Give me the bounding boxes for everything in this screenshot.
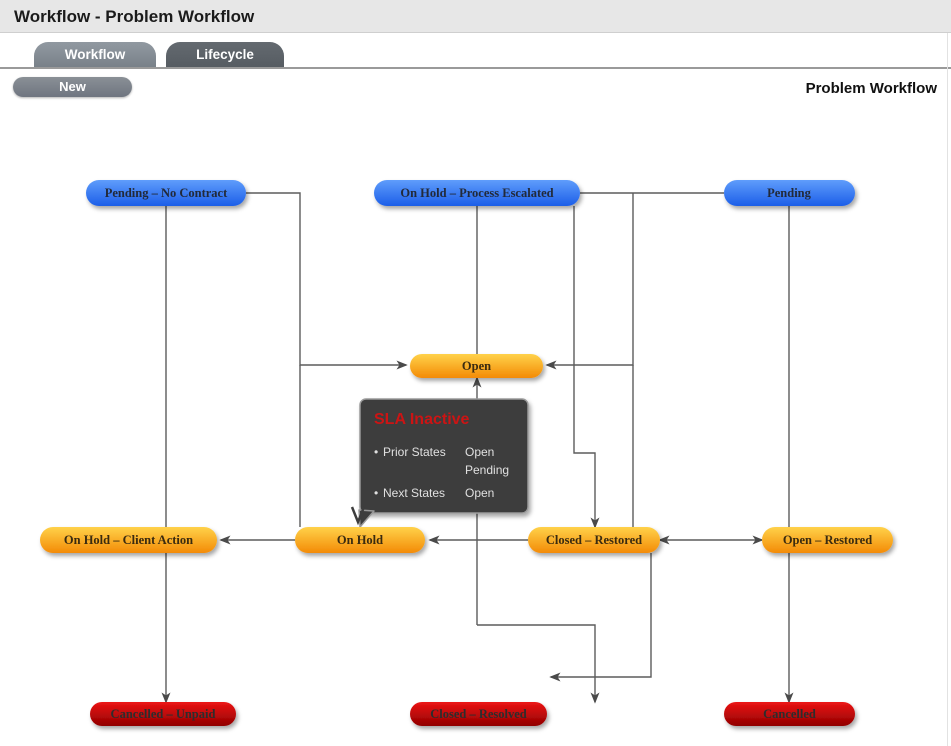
svg-text:Pending: Pending [465, 463, 509, 477]
svg-text:Open: Open [462, 359, 491, 373]
svg-text:Next States: Next States [383, 486, 445, 500]
svg-text:Open: Open [465, 486, 494, 500]
svg-text:On Hold: On Hold [337, 533, 383, 547]
svg-text:Closed – Resolved: Closed – Resolved [430, 707, 527, 721]
svg-text:Pending – No Contract: Pending – No Contract [105, 186, 228, 200]
svg-text:•: • [374, 486, 378, 500]
svg-text:SLA Inactive: SLA Inactive [374, 411, 470, 428]
svg-text:On Hold – Process Escalated: On Hold – Process Escalated [400, 186, 553, 200]
svg-text:Open: Open [465, 445, 494, 459]
svg-text:Closed – Restored: Closed – Restored [546, 533, 642, 547]
svg-text:Prior States: Prior States [383, 445, 446, 459]
svg-text:Cancelled: Cancelled [763, 707, 816, 721]
svg-text:Cancelled – Unpaid: Cancelled – Unpaid [111, 707, 216, 721]
svg-text:On Hold – Client Action: On Hold – Client Action [64, 533, 193, 547]
svg-text:Open – Restored: Open – Restored [783, 533, 872, 547]
svg-text:•: • [374, 445, 378, 459]
svg-text:Pending: Pending [767, 186, 812, 200]
